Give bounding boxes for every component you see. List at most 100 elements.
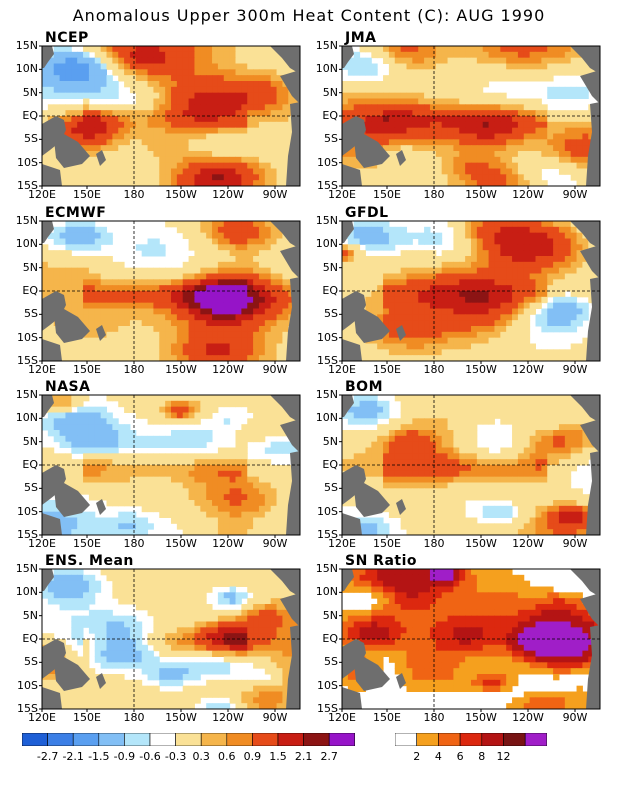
heatmap-cell [212, 273, 219, 280]
heatmap-cell [229, 482, 236, 489]
heatmap-cell [194, 355, 201, 362]
heatmap-cell [453, 145, 460, 152]
heatmap-cell [282, 139, 289, 146]
heatmap-cell [171, 482, 178, 489]
heatmap-cell [153, 168, 160, 175]
heatmap-cell [465, 256, 472, 263]
heatmap-cell [488, 261, 495, 269]
heatmap-cell [147, 308, 154, 315]
heatmap-cell [106, 174, 113, 181]
heatmap-cell [188, 151, 195, 158]
heatmap-cell [441, 133, 449, 140]
heatmap-cell [77, 482, 84, 489]
heatmap-cell [394, 81, 402, 88]
heatmap-cell [147, 320, 154, 327]
heatmap-cell [217, 104, 225, 111]
heatmap-cell [212, 279, 219, 286]
heatmap-cell [424, 337, 431, 344]
heatmap-cell [576, 162, 583, 169]
heatmap-cell [194, 296, 201, 304]
heatmap-cell [135, 168, 143, 175]
heatmap-cell [541, 326, 548, 333]
heatmap-cell [258, 127, 266, 134]
heatmap-cell [441, 320, 449, 327]
heatmap-cell [512, 116, 519, 123]
heatmap-cell [406, 355, 413, 362]
heatmap-cell [53, 511, 61, 518]
heatmap-cell [276, 98, 283, 105]
heatmap-cell [129, 151, 137, 158]
heatmap-cell [112, 424, 119, 431]
heatmap-cell [194, 238, 201, 245]
heatmap-cell [47, 412, 55, 419]
heatmap-cell [476, 75, 484, 82]
heatmap-cell [206, 168, 213, 175]
heatmap-cell [353, 57, 361, 64]
heatmap-cell [241, 314, 248, 321]
heatmap-cell [465, 291, 472, 298]
heatmap-cell [459, 63, 466, 70]
heatmap-cell [188, 279, 195, 286]
heatmap-cell [106, 127, 113, 134]
heatmap-cell [371, 98, 378, 105]
heatmap-cell [165, 314, 172, 321]
heatmap-cell [229, 244, 236, 251]
heatmap-cell [418, 121, 425, 129]
heatmap-cell [429, 285, 437, 292]
heatmap-cell [124, 151, 131, 158]
heatmap-cell [412, 261, 419, 269]
heatmap-cell [377, 314, 384, 321]
heatmap-cell [453, 121, 460, 129]
heatmap-cell [129, 133, 137, 140]
heatmap-cell [253, 418, 260, 425]
heatmap-cell [182, 174, 190, 181]
heatmap-cell [88, 470, 96, 478]
heatmap-cell [182, 110, 190, 117]
heatmap-cell [541, 127, 548, 134]
heatmap-cell [83, 529, 90, 536]
heatmap-cell [264, 110, 272, 117]
heatmap-cell [147, 156, 154, 164]
heatmap-cell [541, 110, 548, 117]
heatmap-cell [176, 291, 184, 298]
heatmap-cell [282, 326, 289, 333]
heatmap-cell [182, 98, 190, 105]
heatmap-cell [506, 238, 513, 245]
heatmap-cell [71, 349, 78, 356]
heatmap-cell [476, 349, 484, 356]
heatmap-cell [388, 314, 396, 321]
heatmap-cell [217, 395, 225, 402]
heatmap-cell [171, 459, 178, 466]
heatmap-cell [212, 261, 219, 269]
heatmap-cell [418, 75, 425, 82]
heatmap-cell [200, 51, 207, 59]
heatmap-cell [118, 326, 125, 333]
heatmap-cell [65, 517, 72, 524]
heatmap-cell [342, 250, 349, 257]
heatmap-cell [465, 267, 472, 274]
heatmap-cell [159, 488, 166, 495]
heatmap-cell [118, 121, 125, 129]
heatmap-cell [488, 291, 495, 298]
heatmap-cell [59, 250, 66, 257]
heatmap-cell [418, 57, 425, 64]
heatmap-cell [77, 523, 84, 530]
heatmap-cell [535, 244, 542, 251]
heatmap-cell [547, 63, 554, 70]
heatmap-cell [517, 291, 525, 298]
heatmap-cell [576, 145, 583, 152]
heatmap-cell [359, 180, 366, 187]
heatmap-cell [88, 63, 96, 70]
heatmap-cell [118, 337, 125, 344]
heatmap-cell [500, 162, 507, 169]
heatmap-cell [529, 279, 536, 286]
heatmap-cell [465, 98, 472, 105]
heatmap-cell [553, 151, 560, 158]
heatmap-cell [506, 343, 513, 350]
heatmap-cell [435, 355, 443, 362]
heatmap-cell [241, 221, 248, 228]
heatmap-cell [400, 250, 407, 257]
heatmap-cell [476, 285, 484, 292]
heatmap-cell [388, 326, 396, 333]
heatmap-cell [547, 244, 554, 251]
